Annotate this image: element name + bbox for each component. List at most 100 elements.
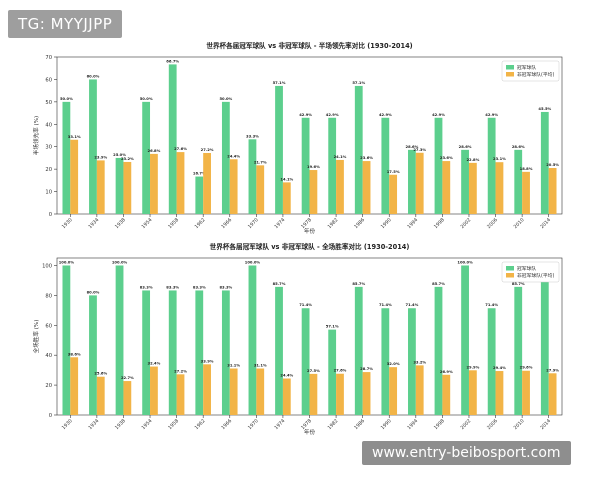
watermark-bottom: www.entry-beibosport.com: [362, 441, 571, 465]
data-label: 38.6%: [68, 352, 81, 356]
x-tick-label: 1962: [194, 217, 207, 230]
x-tick-label: 2006: [486, 418, 499, 431]
x-tick-label: 2002: [460, 217, 473, 230]
bar-non-champion: [256, 368, 265, 415]
x-tick-label: 1938: [114, 217, 127, 230]
y-tick-label: 100: [42, 263, 52, 269]
bar-non-champion: [70, 139, 79, 214]
bar-champion: [328, 117, 337, 214]
bar-non-champion: [123, 381, 132, 415]
bar-non-champion: [442, 161, 451, 214]
x-tick-label: 1934: [87, 217, 100, 230]
x-tick-label: 1982: [327, 418, 340, 431]
bar-non-champion: [203, 152, 211, 214]
data-label: 85.7%: [352, 282, 365, 286]
bar-non-champion: [336, 373, 344, 415]
y-tick-label: 60: [45, 77, 52, 83]
data-label: 25.0%: [113, 153, 126, 157]
x-axis-label: 年份: [304, 428, 316, 436]
data-label: 50.0%: [219, 97, 232, 101]
data-label: 71.4%: [406, 303, 419, 307]
data-label: 28.6%: [459, 145, 472, 149]
bar-non-champion: [389, 174, 398, 214]
bar-non-champion: [229, 368, 238, 415]
x-tick-label: 2010: [513, 418, 526, 431]
legend-entry: 冠军球队: [517, 64, 536, 71]
x-tick-label: 1994: [406, 418, 419, 431]
legend-swatch: [506, 266, 514, 271]
bar-non-champion: [176, 152, 185, 214]
bar-champion: [381, 117, 390, 214]
x-tick-label: 1930: [61, 217, 74, 230]
data-label: 31.1%: [227, 363, 240, 367]
bar-champion: [381, 308, 390, 415]
bar-champion: [354, 286, 363, 415]
y-tick-label: 0: [49, 212, 52, 218]
bar-champion: [168, 64, 177, 214]
bar-non-champion: [203, 364, 211, 415]
legend-entry: 非冠军球队(平均): [517, 272, 554, 279]
data-label: 85.7%: [432, 282, 445, 286]
x-tick-label: 1970: [247, 418, 260, 431]
bar-non-champion: [522, 370, 530, 415]
x-tick-label: 1990: [380, 418, 393, 431]
bar-champion: [275, 85, 283, 214]
data-label: 83.3%: [140, 285, 153, 289]
bar-non-champion: [70, 357, 79, 415]
data-label: 28.6%: [406, 145, 419, 149]
data-label: 22.7%: [121, 376, 134, 380]
bar-champion: [514, 286, 523, 415]
bar-champion: [354, 85, 363, 214]
y-tick-label: 0: [49, 413, 52, 419]
bar-non-champion: [548, 168, 557, 214]
x-tick-label: 1974: [273, 418, 286, 431]
data-label: 23.1%: [493, 157, 506, 161]
x-tick-label: 1958: [167, 418, 180, 431]
data-label: 23.2%: [121, 157, 134, 161]
y-tick-label: 30: [45, 145, 52, 151]
legend-swatch: [506, 72, 514, 77]
data-label: 28.7%: [360, 367, 373, 371]
bar-champion: [434, 286, 443, 415]
bar-non-champion: [256, 165, 265, 214]
bar-non-champion: [415, 365, 424, 415]
bar-champion: [115, 157, 124, 214]
bar-champion: [221, 290, 230, 415]
y-tick-label: 20: [45, 167, 52, 173]
x-tick-label: 2006: [486, 217, 499, 230]
chart-title: 世界杯各届冠军球队 vs 非冠军球队 - 全场胜率对比 (1930-2014): [210, 242, 410, 251]
data-label: 33.1%: [68, 135, 81, 139]
data-label: 57.1%: [352, 81, 365, 85]
chart-1: 世界杯各届冠军球队 vs 非冠军球队 - 半场领先率对比 (1930-2014)…: [32, 41, 563, 235]
bar-non-champion: [96, 160, 105, 214]
x-tick-label: 1986: [353, 418, 366, 431]
data-label: 57.1%: [326, 325, 339, 329]
data-label: 20.5%: [546, 163, 559, 167]
bar-champion: [195, 290, 204, 415]
data-label: 85.7%: [273, 282, 286, 286]
x-tick-label: 1930: [61, 418, 74, 431]
data-label: 100.0%: [457, 260, 473, 264]
data-label: 100.0%: [112, 260, 128, 264]
data-label: 27.2%: [201, 148, 214, 152]
bar-champion: [89, 79, 97, 214]
bar-champion: [301, 308, 310, 415]
data-label: 23.6%: [360, 156, 373, 160]
bar-champion: [168, 290, 177, 415]
bar-champion: [514, 149, 523, 214]
data-label: 66.7%: [166, 59, 179, 63]
bar-champion: [540, 111, 549, 214]
bar-champion: [62, 101, 71, 214]
bar-non-champion: [495, 371, 504, 415]
bar-non-champion: [389, 367, 398, 415]
chart-2: 世界杯各届冠军球队 vs 非冠军球队 - 全场胜率对比 (1930-2014) 0…: [32, 242, 563, 436]
data-label: 57.1%: [273, 81, 286, 85]
data-label: 27.9%: [546, 368, 559, 372]
bar-non-champion: [468, 162, 477, 214]
data-label: 27.6%: [174, 147, 187, 151]
data-label: 22.8%: [466, 158, 479, 162]
bar-champion: [328, 329, 337, 415]
data-label: 19.6%: [307, 165, 320, 169]
data-label: 29.4%: [493, 366, 506, 370]
bar-non-champion: [96, 376, 105, 415]
